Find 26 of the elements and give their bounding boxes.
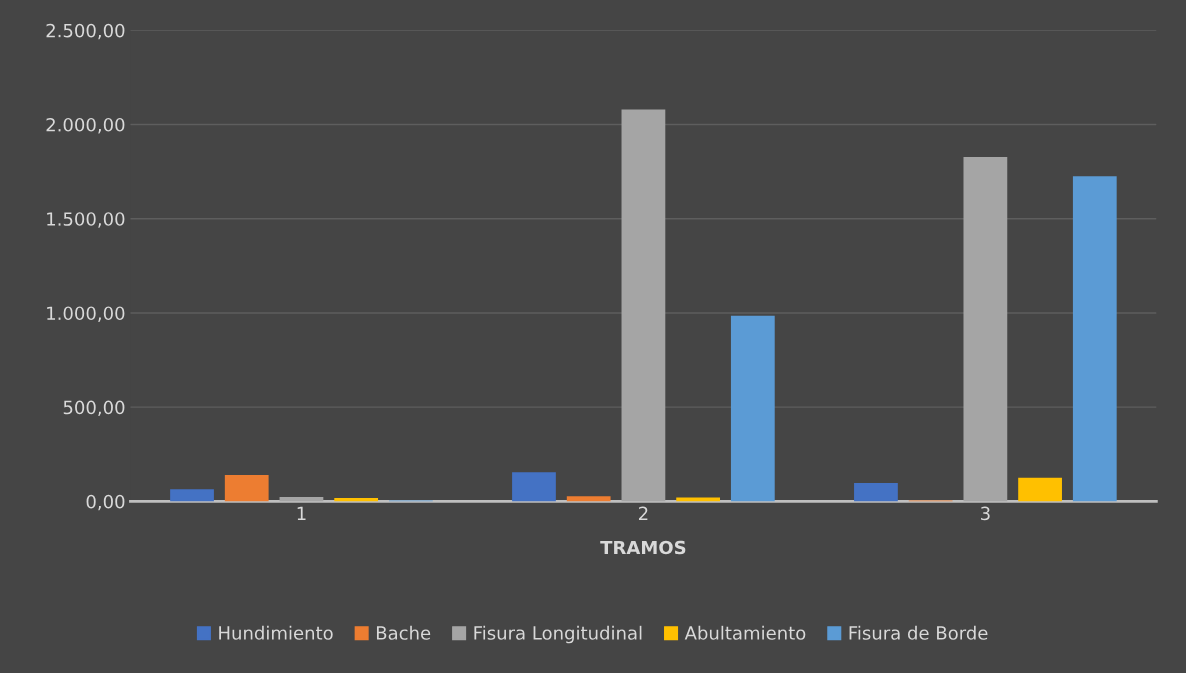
- x-tick-label: 3: [981, 506, 990, 521]
- legend-label: Abultamiento: [684, 625, 806, 640]
- x-tick-label: 2: [638, 506, 648, 520]
- bar: [1018, 477, 1062, 502]
- y-tick-label: 1.500,00: [47, 212, 125, 228]
- legend-label: Bache: [376, 625, 431, 640]
- bar: [512, 472, 556, 502]
- y-tick-label: 2.500,00: [46, 23, 125, 40]
- bar: [730, 315, 775, 502]
- legend-label: Hundimiento: [219, 625, 333, 640]
- bar: [279, 497, 324, 502]
- x-tick-label: 1: [297, 506, 306, 520]
- y-tick-label: 0,00: [86, 494, 125, 511]
- x-axis-title: TRAMOS: [600, 540, 686, 555]
- bar: [170, 489, 214, 502]
- bar: [963, 156, 1008, 502]
- legend-label: Fisura de Borde: [849, 625, 988, 640]
- bar: [1072, 176, 1117, 502]
- bar: [621, 109, 666, 502]
- y-tick-label: 1.000,00: [47, 306, 125, 322]
- y-tick-label: 500,00: [63, 400, 125, 417]
- legend-label: Fisura Longitudinal: [474, 625, 642, 644]
- bar: [224, 475, 269, 502]
- y-tick-label: 2.000,00: [46, 117, 125, 134]
- bar: [854, 483, 898, 502]
- bar: [566, 496, 611, 502]
